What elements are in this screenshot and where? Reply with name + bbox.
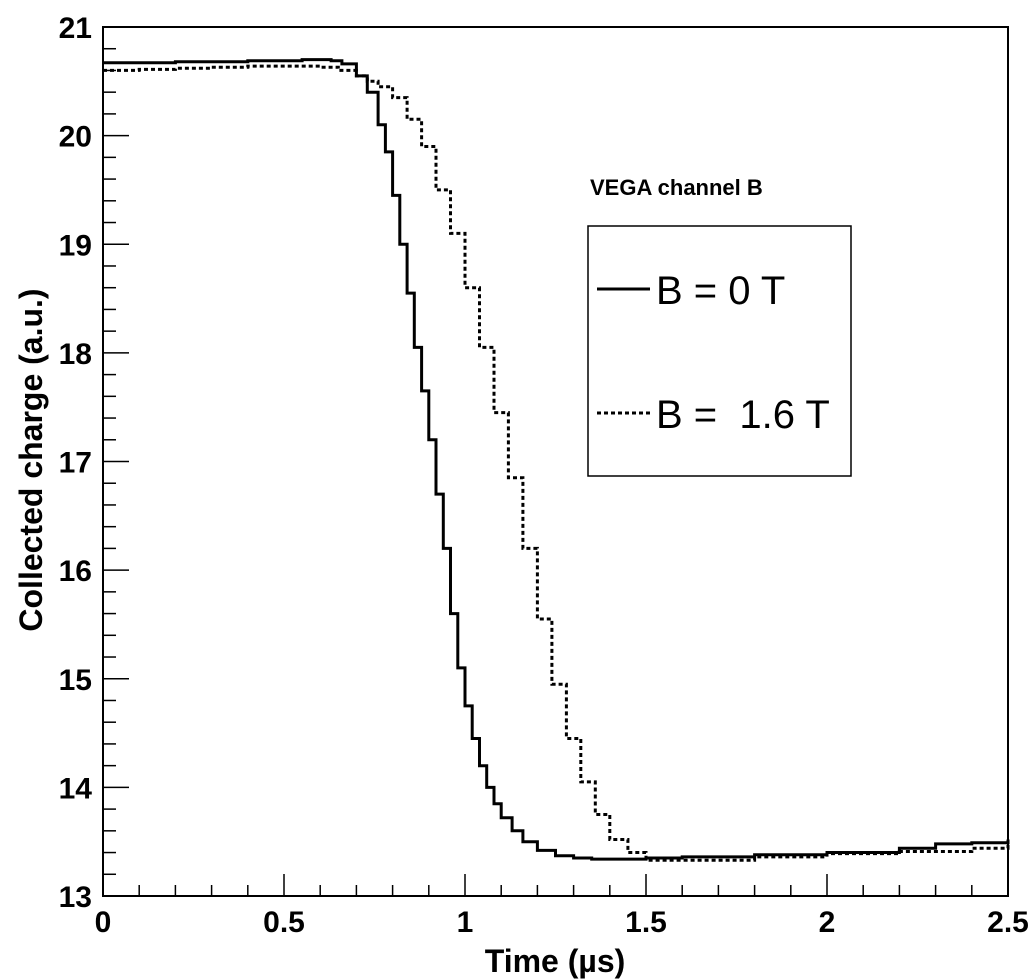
x-tick-label: 0 xyxy=(95,906,112,939)
y-tick-label: 16 xyxy=(59,555,92,588)
y-axis-title: Collected charge (a.u.) xyxy=(13,288,49,631)
chart-annotation: VEGA channel B xyxy=(590,175,763,200)
y-tick-label: 20 xyxy=(59,121,92,154)
plot-frame xyxy=(102,26,1009,897)
series-line-0 xyxy=(103,58,1010,861)
plot-series xyxy=(103,58,1010,862)
x-tick-label: 0.5 xyxy=(263,906,305,939)
y-tick-label: 18 xyxy=(59,338,92,371)
y-tick-label: 17 xyxy=(59,447,92,480)
x-tick-label: 1.5 xyxy=(625,906,667,939)
y-tick-label: 15 xyxy=(59,664,92,697)
x-tick-label: 2 xyxy=(819,906,836,939)
y-tick-label: 19 xyxy=(59,229,92,262)
legend-label-1: B = 1.6 T xyxy=(656,393,830,437)
series-line-1 xyxy=(103,64,1010,862)
y-tick-label: 13 xyxy=(59,881,92,914)
legend-label-0: B = 0 T xyxy=(656,269,785,313)
legend: B = 0 T B = 1.6 T xyxy=(587,225,852,477)
x-tick-label: 2.5 xyxy=(987,906,1029,939)
tick-labels: 0 0.5 1 1.5 2 2.5 13 14 15 16 17 18 19 20 21 xyxy=(59,12,1029,939)
x-tick-label: 1 xyxy=(457,906,474,939)
y-tick-label: 14 xyxy=(59,772,93,805)
legend-box xyxy=(587,225,852,477)
y-tick-label: 21 xyxy=(59,12,92,45)
x-axis-title: Time (µs) xyxy=(485,943,626,979)
axis-ticks xyxy=(102,26,1009,897)
